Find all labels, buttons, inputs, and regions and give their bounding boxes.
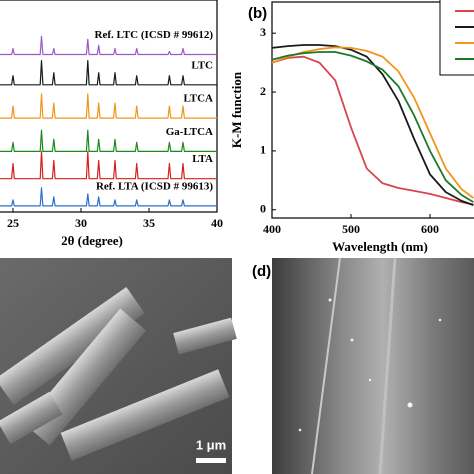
panel-label: (d) (252, 263, 271, 280)
sem-image-c: 1 μm (0, 258, 237, 474)
y-tick-label: 3 (260, 25, 266, 39)
series-line (271, 46, 474, 199)
sem-image-d (272, 257, 474, 474)
series-line (0, 59, 217, 86)
series-line (0, 187, 217, 207)
series-label: Ref. LTA (ICSD # 99613) (96, 180, 213, 192)
panel-label: (b) (248, 5, 267, 22)
series-line (271, 55, 474, 206)
x-tick-label: 25 (7, 216, 19, 230)
series-line (0, 93, 217, 119)
series-label: Ref. LTC (ICSD # 99612) (95, 29, 214, 41)
series-line (0, 35, 217, 56)
series-label: LTA (192, 153, 213, 165)
scale-bar-label: 1 μm (196, 437, 226, 452)
x-tick-label: 500 (342, 222, 360, 236)
y-tick-label: 2 (260, 84, 266, 98)
plot-frame (271, 1, 474, 219)
x-tick-label: 400 (263, 222, 281, 236)
legend-box (439, 0, 474, 76)
series-label: LTCA (183, 93, 213, 105)
x-tick-label: 40 (211, 216, 223, 230)
y-tick-label: 0 (260, 202, 266, 216)
series-label: LTC (191, 59, 213, 71)
y-axis-title: K-M function (229, 71, 244, 148)
x-tick-label: 35 (143, 216, 155, 230)
y-tick-label: 1 (260, 143, 266, 157)
x-axis-title: 2θ (degree) (61, 233, 123, 248)
series-line (271, 51, 474, 203)
x-tick-label: 30 (75, 216, 87, 230)
series-line (0, 129, 217, 152)
x-tick-label: 600 (421, 222, 439, 236)
plot-frame (0, 0, 218, 213)
series-label: Ga-LTCA (166, 126, 213, 138)
x-axis-title: Wavelength (nm) (332, 239, 428, 254)
series-line (0, 150, 217, 180)
